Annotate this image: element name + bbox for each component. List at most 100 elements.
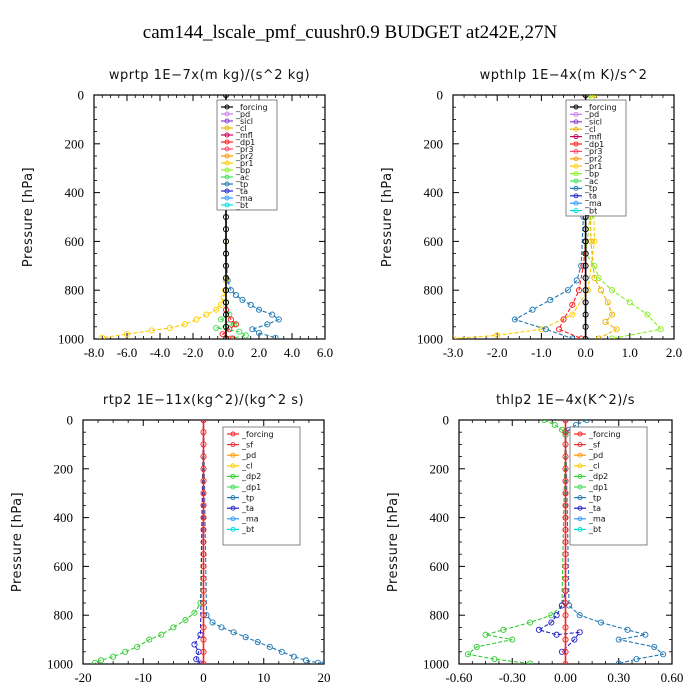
series-dp2-marker xyxy=(500,626,507,633)
legend-marker xyxy=(573,171,579,177)
legend-entry: _dp2 xyxy=(241,472,261,481)
series-dp2-marker xyxy=(98,657,105,664)
series-forcing-marker xyxy=(562,453,569,460)
legend-marker xyxy=(573,134,579,140)
y-tick-label: 800 xyxy=(65,283,85,298)
series-dp2-marker xyxy=(146,636,153,643)
legend-entry: _pr2 xyxy=(235,152,253,161)
legend-entry: _pd xyxy=(584,110,599,119)
series-dp2-marker xyxy=(464,651,471,658)
legend-marker xyxy=(577,452,583,458)
legend-marker xyxy=(224,146,230,152)
legend-entry: _pr1 xyxy=(235,159,253,168)
legend-entry: _bt xyxy=(241,525,254,534)
series-forcing-marker xyxy=(222,287,230,294)
x-tick-label: -8.0 xyxy=(84,345,105,360)
legend-entry: _cl xyxy=(588,462,600,471)
y-tick-label: 0 xyxy=(437,88,444,103)
series-tp-marker xyxy=(272,334,279,339)
series-tp-marker xyxy=(511,316,518,323)
series-forcing-marker xyxy=(562,587,569,594)
x-tick-label: -6.0 xyxy=(117,345,138,360)
y-tick-label: 800 xyxy=(54,608,74,623)
legend-marker xyxy=(230,516,236,522)
x-tick-label: -0.30 xyxy=(499,670,526,685)
series-forcing-marker xyxy=(562,660,569,664)
series-forcing-marker xyxy=(562,490,569,497)
legend-marker xyxy=(573,126,579,132)
y-tick-label: 200 xyxy=(54,461,74,476)
series-cl-marker xyxy=(602,318,609,325)
legend-entry: _tp xyxy=(235,180,248,189)
series-dp2-marker xyxy=(158,631,165,638)
series-group xyxy=(464,420,667,664)
y-tick-label: 400 xyxy=(424,185,444,200)
series-dp1-marker xyxy=(227,316,234,323)
x-tick-label: 0.0 xyxy=(218,345,234,360)
legend-entry: _pr1 xyxy=(584,162,602,171)
legend-entry: _dp1 xyxy=(584,140,604,149)
series-bp-marker xyxy=(644,311,651,318)
series-forcing-marker xyxy=(222,262,230,269)
series-tp-marker xyxy=(254,638,261,646)
legend-entry: _cl xyxy=(241,462,253,471)
panel-wprtp: wprtp 1E−7x(m kg)/(s^2 kg) Pressure [hPa]… xyxy=(21,68,333,360)
series-ta-marker xyxy=(571,636,578,643)
panels-container: wprtp 1E−7x(m kg)/(s^2 kg) Pressure [hPa]… xyxy=(10,68,683,685)
legend-marker xyxy=(230,452,236,458)
series-dp1-marker xyxy=(569,301,576,308)
series-forcing-marker xyxy=(562,477,569,485)
series-line-tp xyxy=(564,420,665,664)
series-line-dp2 xyxy=(94,420,205,664)
series-tp-marker xyxy=(547,296,554,304)
series-pr1-marker xyxy=(569,311,576,318)
legend-marker xyxy=(224,174,230,180)
x-tick-label: 0 xyxy=(200,670,207,685)
x-tick-label: -2.0 xyxy=(487,345,508,360)
series-cl-marker xyxy=(591,95,598,99)
series-forcing-marker xyxy=(222,311,230,318)
y-tick-label: 600 xyxy=(424,234,444,249)
series-pr1-marker xyxy=(213,306,220,313)
series-forcing-marker xyxy=(222,95,230,99)
legend-marker xyxy=(230,473,236,479)
series-ta-marker xyxy=(191,641,198,648)
x-tick-label: -4.0 xyxy=(150,345,171,360)
series-forcing-marker xyxy=(562,624,569,631)
series-bp-marker xyxy=(626,299,633,306)
legend-entry: _bt xyxy=(588,525,601,534)
series-tp-marker xyxy=(266,643,273,650)
series-tp-marker xyxy=(633,656,640,663)
series-tp-marker xyxy=(218,624,225,631)
legend-marker xyxy=(577,463,583,469)
legend-entry: _dp1 xyxy=(241,483,261,492)
series-forcing-marker xyxy=(222,274,230,282)
series-tp-marker xyxy=(615,660,622,664)
series-tp-marker xyxy=(278,648,285,655)
plot-frame xyxy=(452,94,675,340)
legend-marker xyxy=(224,188,230,194)
series-forcing-marker xyxy=(200,538,207,546)
x-tick-label: -0.60 xyxy=(445,670,472,685)
series-cl-marker xyxy=(591,274,598,282)
legend-marker xyxy=(577,495,583,501)
legend-entry: _pr3 xyxy=(235,145,253,154)
x-tick-label: 20 xyxy=(318,670,331,685)
series-dp2-marker xyxy=(191,609,198,616)
series-tp-marker xyxy=(660,651,667,658)
legend-marker xyxy=(573,185,579,191)
legend-entry: _ma xyxy=(584,199,602,208)
legend-marker xyxy=(573,119,579,125)
series-dp1-marker xyxy=(560,316,567,323)
series-forcing-marker xyxy=(562,514,569,521)
y-tick-label: 0 xyxy=(443,413,450,428)
y-tick-label: 400 xyxy=(65,185,85,200)
legend: _forcing_pd_sicl_cl_mfl_dp1_pr3_pr2_pr1_… xyxy=(216,99,278,211)
series-forcing-marker xyxy=(562,563,569,570)
series-group xyxy=(453,95,664,339)
series-tp-marker xyxy=(615,636,622,643)
series-cl-marker xyxy=(598,287,605,294)
series-tp_upper-marker xyxy=(583,420,590,424)
series-forcing-marker xyxy=(200,612,207,619)
x-tick-label: 10 xyxy=(257,670,270,685)
